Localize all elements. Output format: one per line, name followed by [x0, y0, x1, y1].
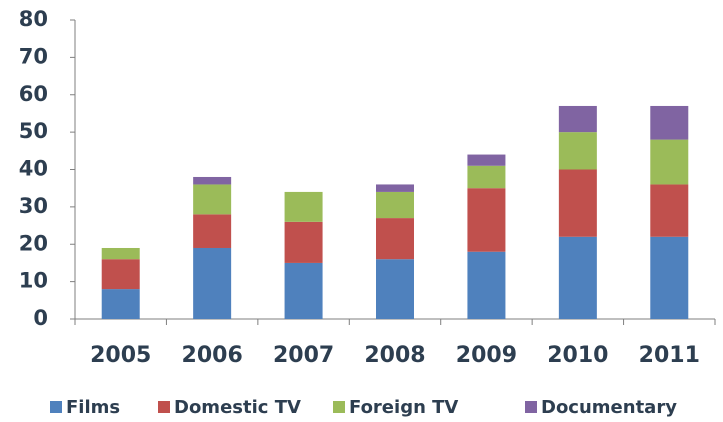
bar-segment: [284, 262, 323, 319]
bar-segment: [467, 251, 506, 319]
bar-segment: [101, 247, 140, 260]
bar-segment: [101, 289, 140, 319]
y-tick-label: 80: [19, 7, 48, 31]
x-tick-label: 2008: [364, 343, 425, 368]
x-tick-label: 2010: [547, 343, 608, 368]
y-tick-label: 50: [19, 119, 48, 143]
y-tick-label: 0: [33, 306, 48, 330]
bar-segment: [558, 236, 597, 319]
bar-segment: [284, 191, 323, 222]
x-tick-label: 2009: [456, 343, 517, 368]
legend-label: Foreign TV: [349, 397, 458, 418]
bar-segment: [376, 218, 414, 260]
x-tick-label: 2005: [90, 343, 151, 368]
legend-label: Documentary: [541, 397, 677, 418]
bar-segment: [650, 139, 689, 185]
x-tick-label: 2007: [273, 343, 334, 368]
bar-segment: [193, 184, 232, 215]
legend-swatch: [525, 401, 537, 413]
bar-segment: [558, 169, 597, 237]
legend-label: Domestic TV: [174, 397, 301, 418]
bar-segment: [467, 165, 506, 189]
bar-segment: [284, 221, 323, 263]
bar-segment: [650, 184, 689, 237]
y-tick-label: 40: [19, 157, 48, 181]
bar-segment: [467, 154, 506, 166]
legend-swatch: [333, 401, 345, 413]
bar-segment: [376, 259, 414, 319]
bar-segment: [101, 259, 140, 290]
y-tick-label: 60: [19, 82, 48, 106]
legend-label: Films: [66, 397, 120, 418]
y-tick-label: 20: [19, 231, 48, 255]
bar-segment: [558, 105, 597, 133]
bar-segment: [193, 176, 232, 185]
x-tick-label: 2011: [639, 343, 700, 368]
bar-segment: [650, 236, 689, 319]
y-tick-label: 10: [19, 269, 48, 293]
bar-segment: [558, 132, 597, 170]
x-tick-label: 2006: [182, 343, 243, 368]
y-tick-label: 30: [19, 194, 48, 218]
bar-segment: [376, 191, 414, 219]
bar-segment: [193, 214, 232, 248]
bar-segment: [193, 247, 232, 319]
bar-segment: [650, 105, 689, 140]
legend-swatch: [50, 401, 62, 413]
bar-segment: [376, 184, 414, 192]
legend-swatch: [158, 401, 170, 413]
bar-segment: [467, 188, 506, 252]
y-tick-label: 70: [19, 44, 48, 68]
